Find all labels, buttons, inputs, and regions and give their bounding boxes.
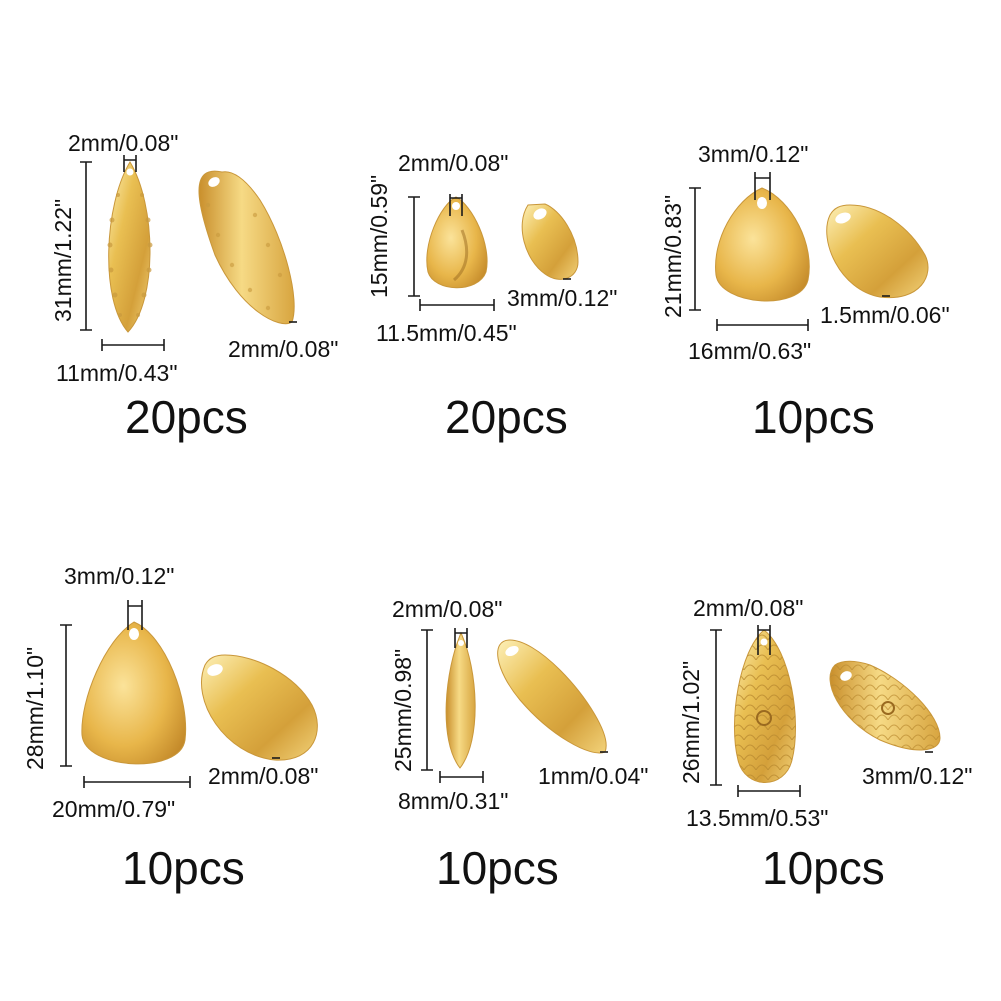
blade-willow-hammered-front bbox=[107, 161, 153, 333]
thickness-label-2: 3mm/0.12" bbox=[507, 285, 618, 311]
blade-teardrop-medium-side bbox=[826, 204, 929, 299]
thickness-label-6: 3mm/0.12" bbox=[862, 763, 973, 789]
length-label-6: 26mm/1.02" bbox=[678, 660, 704, 784]
hole-size-label-1: 2mm/0.08" bbox=[68, 130, 179, 156]
thickness-label-5: 1mm/0.04" bbox=[538, 763, 649, 789]
hole-size-label-3: 3mm/0.12" bbox=[698, 141, 809, 167]
quantity-label-2: 20pcs bbox=[445, 391, 568, 443]
blade-willow-smooth-side bbox=[497, 639, 607, 754]
width-label-5: 8mm/0.31" bbox=[398, 788, 509, 814]
thickness-label-4: 2mm/0.08" bbox=[208, 763, 319, 789]
blade-teardrop-small-side bbox=[521, 203, 579, 280]
width-label-4: 20mm/0.79" bbox=[52, 796, 176, 822]
blade-willow-smooth-front bbox=[445, 631, 476, 769]
width-label-3: 16mm/0.63" bbox=[688, 338, 812, 364]
blade-teardrop-medium-front bbox=[715, 187, 810, 302]
width-label-6: 13.5mm/0.53" bbox=[686, 805, 829, 831]
width-label-2: 11.5mm/0.45" bbox=[376, 320, 517, 346]
quantity-label-5: 10pcs bbox=[436, 842, 559, 894]
quantity-label-4: 10pcs bbox=[122, 842, 245, 894]
length-label-1: 31mm/1.22" bbox=[50, 198, 76, 322]
length-label-5: 25mm/0.98" bbox=[390, 648, 416, 772]
length-label-4: 28mm/1.10" bbox=[22, 646, 48, 770]
blade-teardrop-large-front bbox=[81, 621, 187, 765]
thickness-label-3: 1.5mm/0.06" bbox=[820, 302, 950, 328]
width-label-1: 11mm/0.43" bbox=[56, 360, 178, 386]
dimension-lines bbox=[60, 155, 933, 797]
hole-size-label-6: 2mm/0.08" bbox=[693, 595, 804, 621]
blade-willow-scaled-side bbox=[829, 660, 941, 751]
thickness-label-1: 2mm/0.08" bbox=[228, 336, 339, 362]
blade-willow-hammered-side bbox=[198, 170, 295, 325]
quantity-label-1: 20pcs bbox=[125, 391, 248, 443]
quantity-label-3: 10pcs bbox=[752, 391, 875, 443]
length-label-2: 15mm/0.59" bbox=[366, 174, 392, 298]
hole-size-label-4: 3mm/0.12" bbox=[64, 563, 175, 589]
blade-teardrop-small-front bbox=[426, 196, 488, 289]
blade-teardrop-large-side bbox=[201, 654, 318, 761]
hole-size-label-5: 2mm/0.08" bbox=[392, 596, 503, 622]
blade-willow-scaled-front bbox=[733, 629, 797, 783]
length-label-3: 21mm/0.83" bbox=[660, 194, 686, 318]
quantity-label-6: 10pcs bbox=[762, 842, 885, 894]
hole-size-label-2: 2mm/0.08" bbox=[398, 150, 509, 176]
